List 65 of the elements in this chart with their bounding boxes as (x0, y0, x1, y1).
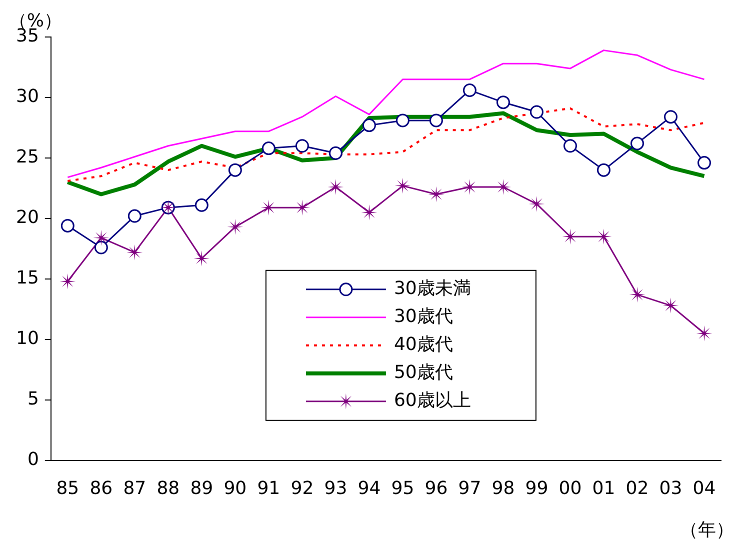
point (94, 240, 108, 254)
y-tick-label: 5 (27, 388, 39, 410)
x-tick-label: 89 (190, 478, 214, 499)
y-tick-label: 25 (16, 146, 39, 168)
point (698, 156, 711, 170)
x-tick-label: 91 (257, 478, 280, 499)
point (462, 83, 476, 97)
point (93, 230, 110, 246)
point (394, 178, 411, 194)
x-tick-label: 03 (659, 478, 682, 499)
point (262, 142, 276, 156)
point (396, 114, 410, 128)
x-tick-label: 96 (424, 478, 448, 499)
point (696, 325, 712, 342)
x-tick-label: 88 (156, 478, 180, 499)
point (227, 218, 244, 235)
point (596, 163, 610, 177)
point (194, 250, 210, 266)
point (662, 298, 679, 314)
x-tick-label: 94 (358, 478, 381, 499)
point (664, 110, 678, 124)
x-tick-label: 00 (558, 478, 582, 499)
point (328, 179, 344, 196)
x-tick-label: 04 (692, 478, 716, 499)
point (362, 118, 376, 132)
x-tick-label: 85 (56, 478, 80, 499)
point (563, 139, 577, 153)
x-tick-label: 98 (492, 478, 515, 499)
point (126, 244, 143, 260)
legend-label: 40歳代 (394, 334, 453, 356)
x-tick-label: 86 (90, 478, 113, 499)
point (530, 105, 544, 119)
x-tick-label: 99 (525, 478, 548, 499)
y-tick-label: 30 (16, 86, 39, 108)
legend-label: 50歳代 (394, 362, 453, 384)
point (629, 286, 646, 303)
x-tick-label: 02 (626, 478, 649, 499)
x-tick-label: 92 (290, 478, 314, 499)
x-tick-label: 01 (592, 478, 616, 499)
point (496, 96, 510, 110)
y-tick-label: 10 (16, 328, 39, 350)
point (361, 204, 378, 220)
x-tick-label: 97 (458, 478, 482, 499)
point (630, 136, 644, 150)
point (295, 139, 309, 153)
x-axis-title: （年） (680, 520, 734, 540)
x-tick-label: 90 (224, 478, 247, 499)
point (429, 114, 443, 128)
point (128, 209, 142, 223)
legend-label: 30歳代 (394, 306, 453, 328)
point (528, 196, 545, 212)
y-tick-label: 0 (27, 449, 39, 470)
y-tick-label: 20 (16, 207, 39, 228)
point (228, 163, 242, 177)
legend-label: 60歳以上 (394, 390, 471, 412)
x-tick-label: 95 (391, 478, 414, 499)
x-tick-label: 87 (123, 478, 146, 499)
point (194, 198, 208, 212)
point (328, 146, 342, 160)
y-tick-label: 15 (16, 268, 39, 289)
x-tick-label: 93 (324, 478, 348, 499)
legend-label: 30歳未満 (394, 278, 471, 300)
point (60, 218, 74, 232)
point (428, 186, 444, 202)
point (60, 273, 76, 290)
